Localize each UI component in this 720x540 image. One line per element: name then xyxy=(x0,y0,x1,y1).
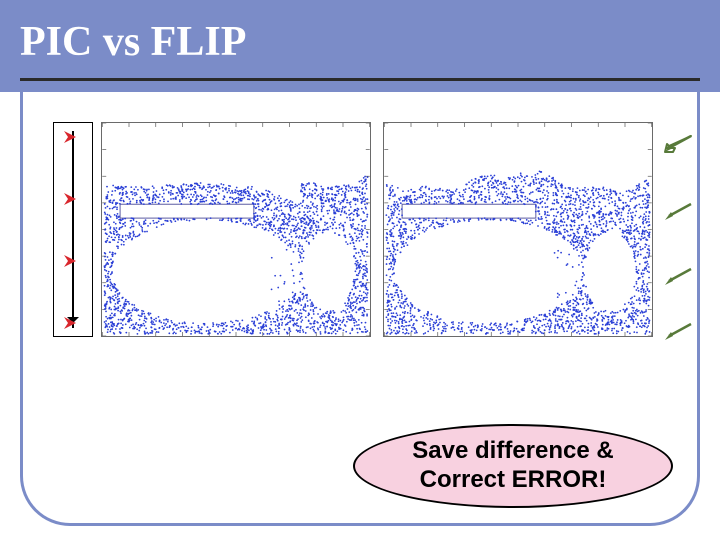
page-title: PIC vs FLIP xyxy=(20,18,246,66)
title-underline xyxy=(20,78,700,81)
left-indicator xyxy=(53,122,93,337)
red-arrow-icon xyxy=(62,129,78,145)
simulation-panel-flip xyxy=(383,122,653,337)
main-frame: Save difference & Correct ERROR! xyxy=(20,92,700,526)
green-arrow-icon xyxy=(663,134,693,154)
red-arrow-icon xyxy=(62,315,78,331)
callout-line2: Correct ERROR! xyxy=(420,466,607,495)
callout-bubble: Save difference & Correct ERROR! xyxy=(353,424,673,508)
green-arrow-icon xyxy=(663,322,693,342)
red-arrow-icon xyxy=(62,253,78,269)
green-arrow-icon xyxy=(663,202,693,222)
simulation-panel-pic xyxy=(101,122,371,337)
callout-line1: Save difference & xyxy=(412,437,613,466)
green-arrow-icon xyxy=(663,267,693,287)
vertical-bar-icon xyxy=(72,131,74,328)
red-arrow-icon xyxy=(62,191,78,207)
